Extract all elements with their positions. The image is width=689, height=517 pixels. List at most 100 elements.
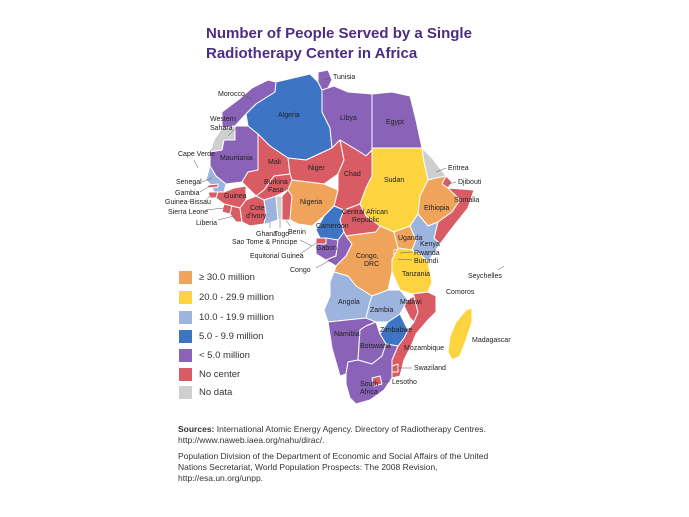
label-burkina-2: Faso [268, 187, 284, 194]
label-swaziland: Swaziland [414, 365, 446, 372]
sources-paragraph-2: Population Division of the Department of… [178, 451, 518, 484]
label-cape-verde: Cape Verde [178, 151, 215, 158]
legend-item: ≥ 30.0 million [179, 271, 309, 285]
sources-label: Sources: [178, 424, 215, 434]
label-mauritania: Mauritania [220, 155, 253, 162]
label-uganda: Uganda [398, 235, 423, 242]
label-morocco: Morocco [218, 91, 245, 98]
legend-label: No center [199, 369, 241, 380]
map-title-line-1: Number of People Served by a Single [206, 25, 472, 42]
label-cameroon: Cameroon [316, 223, 349, 230]
sources-text-1: International Atomic Energy Agency. Dire… [178, 424, 486, 445]
country-kenya[interactable] [409, 213, 441, 263]
label-south-africa-2: Africa [360, 389, 378, 396]
country-equitorial-guinea[interactable] [315, 237, 327, 245]
country-madagascar[interactable] [447, 307, 473, 361]
label-niger: Niger [308, 165, 325, 172]
label-angola: Angola [338, 299, 360, 306]
legend-swatch [179, 368, 192, 381]
leader-guinea-bissau [205, 195, 211, 201]
label-togo: Togo [274, 231, 289, 238]
legend-label: < 5.0 million [199, 350, 250, 361]
label-mozambique: Mozambique [404, 345, 444, 352]
label-gabon: Gabon [316, 245, 337, 252]
legend-item: No center [179, 368, 309, 382]
label-tanzania: Tanzania [402, 271, 430, 278]
leader-congo [315, 257, 335, 269]
leader-rwanda [399, 251, 413, 254]
label-burkina-1: Burkina [264, 179, 288, 186]
label-algeria: Algeria [278, 112, 300, 119]
legend-item: < 5.0 million [179, 349, 309, 363]
label-benin: Benin [288, 229, 306, 236]
country-shapes [205, 69, 475, 405]
label-ghana: Ghana [256, 231, 277, 238]
label-botswana: Botswana [360, 343, 391, 350]
label-djibouti: Djibouti [458, 179, 482, 186]
sources-paragraph-1: Sources: International Atomic Energy Age… [178, 424, 518, 446]
legend-swatch [179, 271, 192, 284]
label-eritrea: Eritrea [448, 165, 469, 172]
legend-item: 20.0 - 29.9 million [179, 291, 309, 305]
legend-swatch [179, 386, 192, 399]
sources: Sources: International Atomic Energy Age… [178, 424, 518, 489]
label-sudan: Sudan [384, 177, 404, 184]
leader-tunisia [323, 77, 331, 81]
label-equitorial-guinea: Equitorial Guinea [250, 253, 304, 260]
label-zimbabwe: Zimbabwe [380, 327, 412, 334]
leader-eritrea [435, 167, 447, 173]
legend-label: 10.0 - 19.9 million [199, 312, 274, 323]
label-rwanda: Rwanda [414, 250, 440, 257]
legend-item: 5.0 - 9.9 million [179, 330, 309, 344]
label-libya: Libya [340, 115, 357, 122]
label-mali: Mali [268, 159, 281, 166]
country-south-africa[interactable] [345, 343, 399, 405]
label-liberia: Liberia [196, 220, 217, 227]
map-title-line-2: Radiotherapy Center in Africa [206, 45, 418, 62]
label-ethiopia: Ethiopia [424, 205, 449, 212]
leader-sierra-leone [205, 207, 225, 211]
label-gambia: Gambia [175, 190, 200, 197]
country-gambia[interactable] [207, 183, 219, 189]
label-chad: Chad [344, 171, 361, 178]
label-congo: Congo [290, 267, 311, 274]
label-south-africa-1: South [360, 381, 378, 388]
label-seychelles: Seychelles [468, 273, 502, 280]
leader-liberia [217, 215, 235, 221]
leader-lesotho [381, 380, 391, 383]
label-malawi: Malawi [400, 299, 422, 306]
label-western-sahara-2: Sahara [210, 125, 233, 132]
country-mozambique[interactable] [391, 291, 437, 379]
leader-sao-tome [299, 239, 313, 247]
legend-label: No data [199, 387, 233, 398]
leader-benin [285, 219, 291, 227]
leader-gambia [199, 185, 211, 193]
label-namibia: Namibia [334, 331, 360, 338]
legend-item: No data [179, 386, 309, 400]
leader-seychelles [497, 265, 505, 271]
leader-burundi [397, 258, 413, 261]
label-comoros: Comoros [446, 289, 475, 296]
label-western-sahara-1: Western [210, 116, 236, 123]
label-somalia: Somalia [454, 197, 479, 204]
label-cote-2: d'Ivory [246, 213, 267, 220]
label-drc-2: DRC [364, 261, 379, 268]
label-drc-1: Congo, [356, 253, 379, 260]
sources-text-2: Population Division of the Department of… [178, 451, 489, 483]
leader-senegal [201, 177, 213, 183]
leader-malawi [407, 299, 411, 307]
legend-label: 20.0 - 29.9 million [199, 292, 274, 303]
label-guinea-bissau: Guinea-Bissau [165, 199, 211, 206]
country-labels: Tunisia Morocco Algeria Libya Egypt West… [165, 74, 511, 396]
legend-swatch [179, 291, 192, 304]
label-car-1: Central African [342, 209, 388, 216]
label-sierra-leone: Sierra Leone [168, 209, 208, 216]
legend-swatch [179, 311, 192, 324]
leader-lines [193, 77, 505, 383]
legend-label: 5.0 - 9.9 million [199, 331, 264, 342]
country-lesotho[interactable] [371, 375, 383, 387]
country-swaziland[interactable] [391, 363, 399, 373]
leader-eq-guinea [299, 241, 319, 255]
leader-djibouti [447, 181, 457, 185]
